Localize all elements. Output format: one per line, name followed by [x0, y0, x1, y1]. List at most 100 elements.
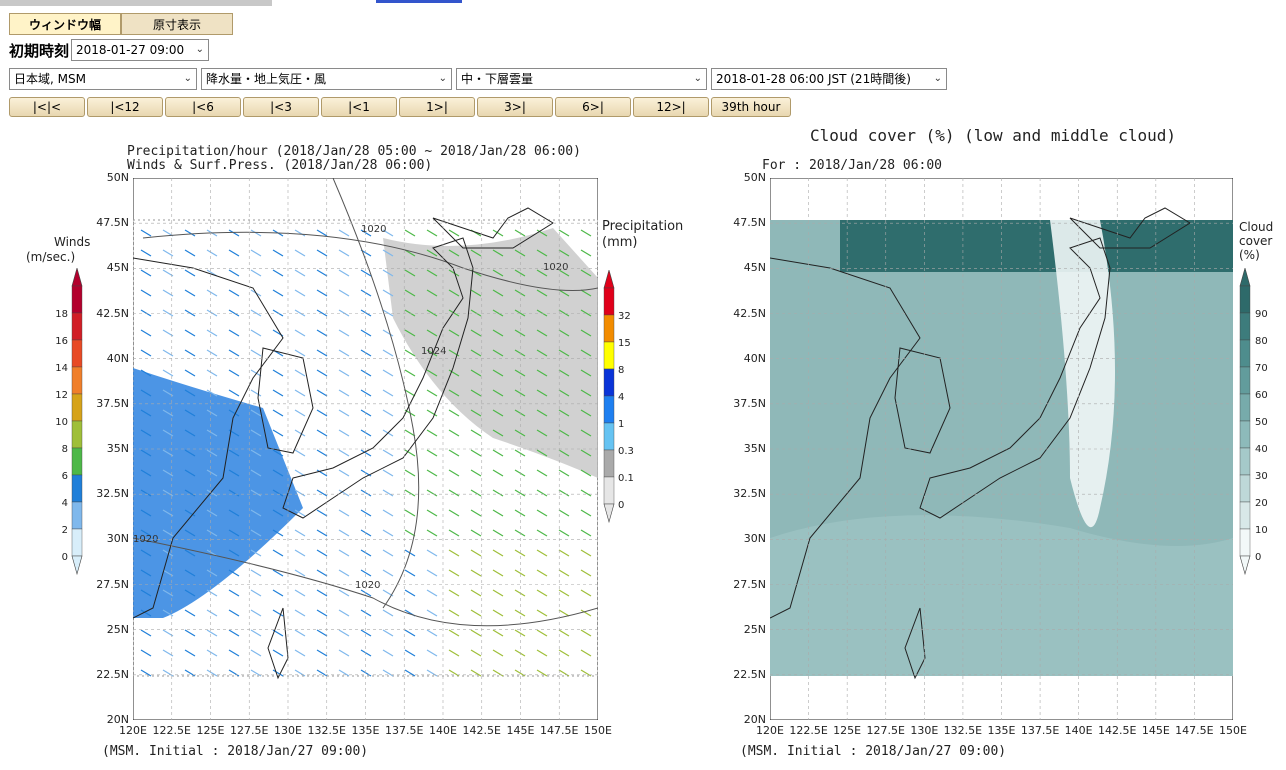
- wind-barb: [250, 629, 262, 637]
- latitude-tick-label: 45N: [743, 261, 766, 275]
- wind-barb: [514, 569, 526, 577]
- colorbar-segment: [71, 420, 83, 449]
- wind-barb: [294, 269, 306, 277]
- wind-barb: [492, 349, 504, 357]
- wind-barb: [404, 529, 416, 537]
- nav-forward-1-button[interactable]: 1>|: [399, 97, 475, 117]
- wind-barb: [558, 549, 570, 557]
- wind-barb: [580, 269, 592, 277]
- cloud-cover-map[interactable]: [769, 177, 1234, 721]
- wind-barb: [448, 469, 460, 477]
- tab-fit-window-width[interactable]: ウィンドウ幅: [9, 13, 121, 35]
- wind-barb: [514, 449, 526, 457]
- wind-barb: [316, 489, 328, 497]
- nav-forward-6-button[interactable]: 6>|: [555, 97, 631, 117]
- nav-forward-3-button[interactable]: 3>|: [477, 97, 553, 117]
- colorbar-tick-label: 50: [1255, 417, 1268, 428]
- nav-back-1-button[interactable]: |<1: [321, 97, 397, 117]
- colorbar-segment: [603, 449, 615, 478]
- wind-barb: [360, 329, 372, 337]
- wind-barb: [382, 569, 394, 577]
- wind-barb: [184, 329, 196, 337]
- wind-barb: [294, 569, 306, 577]
- wind-barb: [338, 529, 350, 537]
- wind-barb: [272, 589, 284, 597]
- wind-barb: [316, 509, 328, 517]
- wind-barb: [492, 529, 504, 537]
- colorbar-tick-label: 0: [618, 500, 624, 511]
- korea-coastline: [257, 347, 314, 454]
- wind-barb: [184, 389, 196, 397]
- tab-original-size[interactable]: 原寸表示: [121, 13, 233, 35]
- wind-barb: [580, 349, 592, 357]
- wind-barb: [316, 649, 328, 657]
- longitude-tick-label: 135E: [351, 724, 380, 737]
- wind-barb: [580, 289, 592, 297]
- colorbar-tick-label: 1: [618, 419, 624, 430]
- wind-barb: [184, 469, 196, 477]
- wind-barb: [228, 269, 240, 277]
- wind-barb: [338, 309, 350, 317]
- wind-barb: [448, 589, 460, 597]
- wind-barb: [426, 589, 438, 597]
- wind-barb: [514, 589, 526, 597]
- wind-barb: [228, 589, 240, 597]
- cloud-select[interactable]: 中・下層雲量 ⌄: [456, 68, 707, 90]
- nav-back-3-button[interactable]: |<3: [243, 97, 319, 117]
- wind-barb: [426, 309, 438, 317]
- wind-barb: [184, 269, 196, 277]
- wind-barb: [426, 409, 438, 417]
- wind-barb: [536, 609, 548, 617]
- wind-barb: [404, 389, 416, 397]
- wind-barb: [140, 309, 152, 317]
- forecast-time-select[interactable]: 2018-01-28 06:00 JST (21時間後) ⌄: [711, 68, 947, 90]
- nav-back-6-button[interactable]: |<6: [165, 97, 241, 117]
- wind-barb: [316, 329, 328, 337]
- taiwan-coastline: [904, 607, 926, 680]
- wind-barb: [338, 269, 350, 277]
- wind-barb: [272, 289, 284, 297]
- right-footer: (MSM. Initial : 2018/Jan/27 09:00): [740, 744, 1007, 759]
- wind-barb: [404, 569, 416, 577]
- wind-barb: [228, 489, 240, 497]
- wind-barb: [382, 409, 394, 417]
- wind-barb: [272, 269, 284, 277]
- wind-barb: [294, 369, 306, 377]
- wind-barb: [382, 469, 394, 477]
- wind-barb: [404, 329, 416, 337]
- wind-barb: [558, 329, 570, 337]
- wind-barb: [382, 309, 394, 317]
- wind-barb: [404, 289, 416, 297]
- wind-barb: [558, 529, 570, 537]
- wind-barb: [206, 309, 218, 317]
- colorbar-tick-label: 8: [62, 444, 68, 455]
- hokkaido-coastline: [432, 207, 554, 249]
- nav-first-button[interactable]: |<|<: [9, 97, 85, 117]
- initial-time-select[interactable]: 2018-01-27 09:00 ⌄: [71, 39, 210, 61]
- nav-last-hour-button[interactable]: 39th hour: [711, 97, 791, 117]
- wind-barb: [250, 389, 262, 397]
- wind-barb: [360, 269, 372, 277]
- longitude-tick-label: 142.5E: [1098, 724, 1137, 737]
- wind-barb: [338, 509, 350, 517]
- nav-back-12-button[interactable]: |<12: [87, 97, 163, 117]
- element-select[interactable]: 降水量・地上気圧・風 ⌄: [201, 68, 452, 90]
- latitude-tick-label: 40N: [743, 351, 766, 365]
- cloud-colorbar-title-line2: cover: [1239, 234, 1273, 248]
- wind-barb: [470, 429, 482, 437]
- colorbar-tick-label: 10: [1255, 525, 1268, 536]
- wind-barb: [470, 649, 482, 657]
- wind-barb: [558, 289, 570, 297]
- wind-barb: [206, 349, 218, 357]
- colorbar-tick-label: 4: [62, 498, 68, 509]
- wind-barb: [514, 349, 526, 357]
- wind-barb: [250, 469, 262, 477]
- wind-barb: [470, 609, 482, 617]
- wind-barb: [558, 589, 570, 597]
- wind-barb: [184, 529, 196, 537]
- cloud-dense-north: [840, 220, 1233, 272]
- wind-barb: [426, 649, 438, 657]
- precip-wind-map[interactable]: 1020 1020 1024 1020 1020: [132, 177, 599, 721]
- region-select[interactable]: 日本域, MSM ⌄: [9, 68, 197, 90]
- nav-forward-12-button[interactable]: 12>|: [633, 97, 709, 117]
